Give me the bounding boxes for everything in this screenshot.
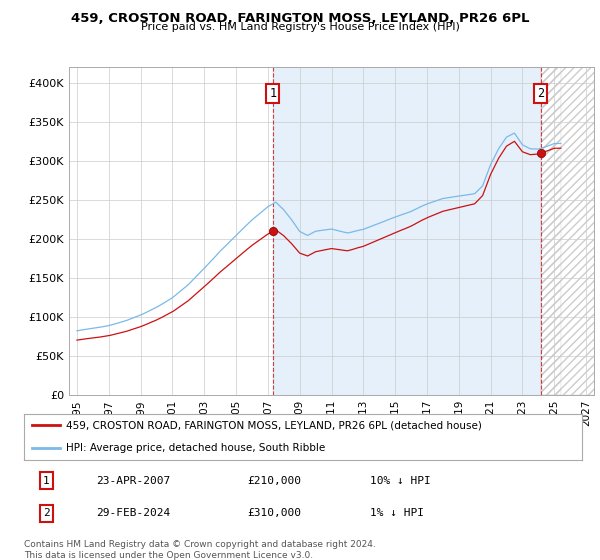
Text: 459, CROSTON ROAD, FARINGTON MOSS, LEYLAND, PR26 6PL (detached house): 459, CROSTON ROAD, FARINGTON MOSS, LEYLA… — [66, 421, 482, 431]
Text: 10% ↓ HPI: 10% ↓ HPI — [370, 475, 431, 486]
Text: 2: 2 — [538, 87, 544, 100]
Text: £310,000: £310,000 — [247, 508, 301, 519]
Text: 2: 2 — [43, 508, 50, 519]
Text: 1% ↓ HPI: 1% ↓ HPI — [370, 508, 424, 519]
Text: £210,000: £210,000 — [247, 475, 301, 486]
Text: 29-FEB-2024: 29-FEB-2024 — [97, 508, 171, 519]
Text: HPI: Average price, detached house, South Ribble: HPI: Average price, detached house, Sout… — [66, 444, 325, 454]
Text: 459, CROSTON ROAD, FARINGTON MOSS, LEYLAND, PR26 6PL: 459, CROSTON ROAD, FARINGTON MOSS, LEYLA… — [71, 12, 529, 25]
Text: 1: 1 — [269, 87, 277, 100]
Text: 23-APR-2007: 23-APR-2007 — [97, 475, 171, 486]
Text: 1: 1 — [43, 475, 50, 486]
Text: Contains HM Land Registry data © Crown copyright and database right 2024.
This d: Contains HM Land Registry data © Crown c… — [24, 540, 376, 560]
Text: Price paid vs. HM Land Registry's House Price Index (HPI): Price paid vs. HM Land Registry's House … — [140, 22, 460, 32]
